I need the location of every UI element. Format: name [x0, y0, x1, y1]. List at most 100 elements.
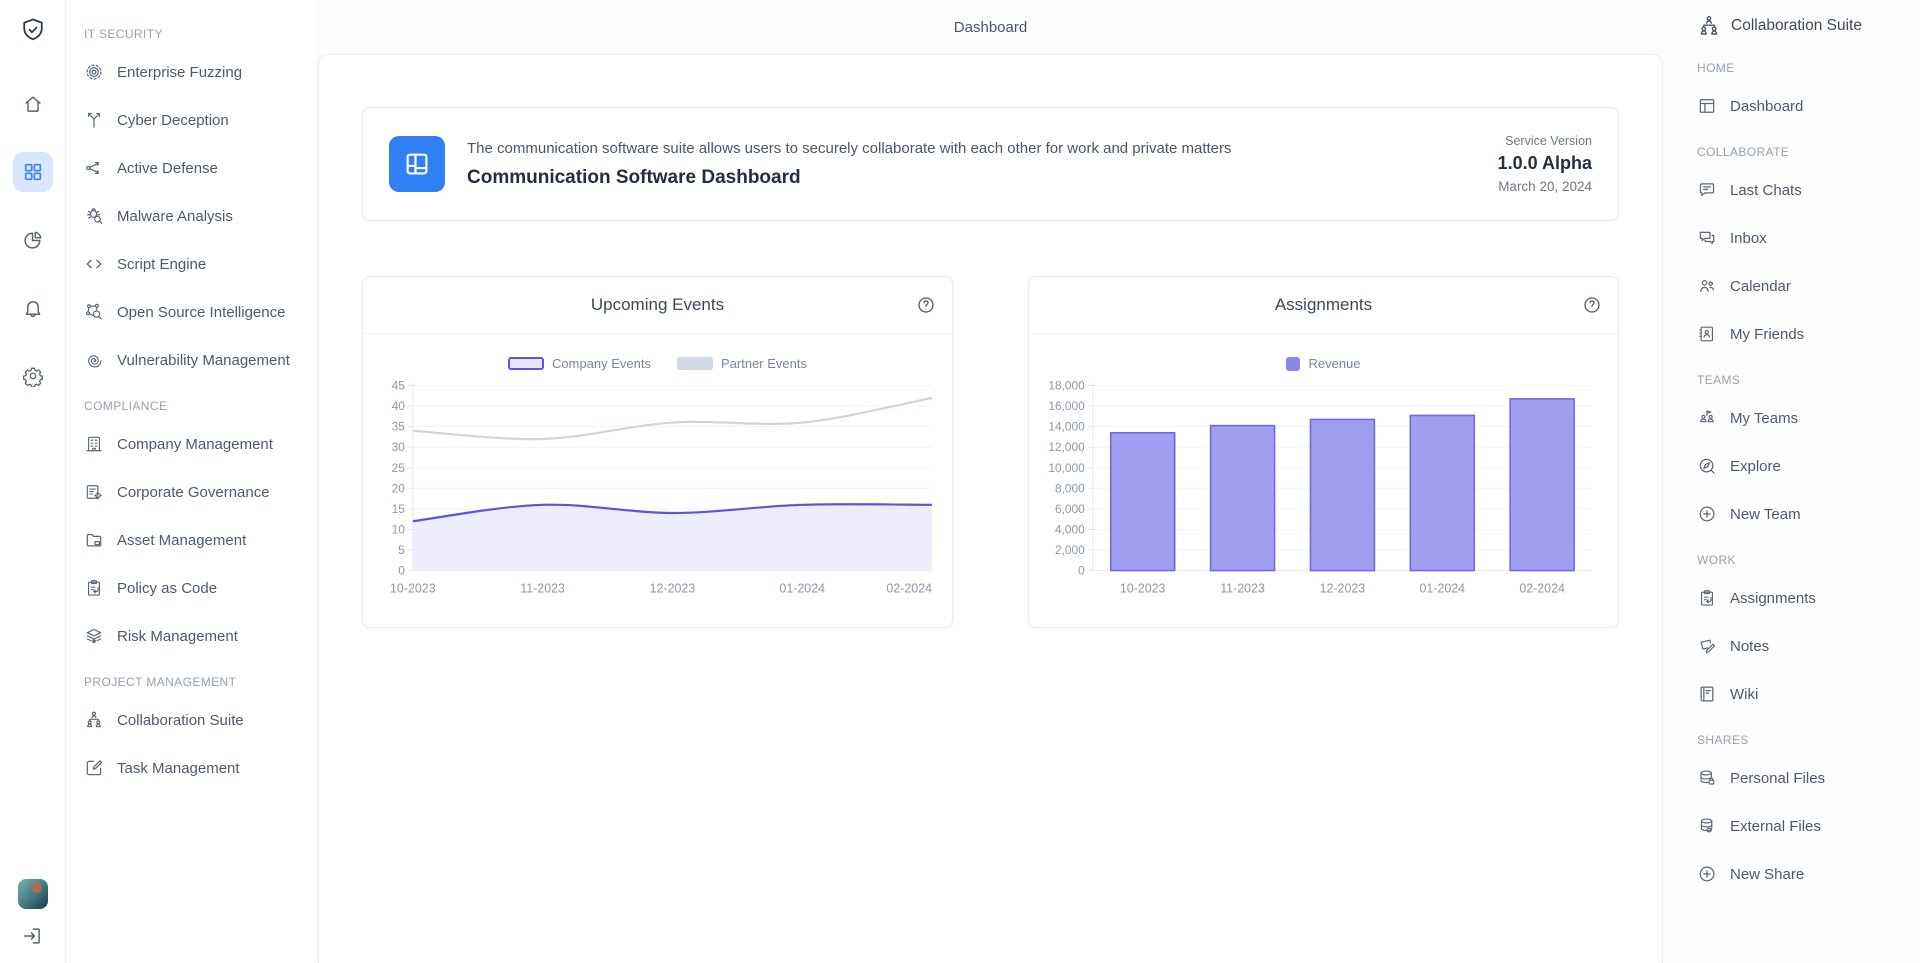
apps-button[interactable]: [12, 152, 53, 192]
clipboard-arrow-icon: [1697, 588, 1717, 608]
address-book-icon: [1697, 324, 1717, 344]
sidebar-item-personal-files[interactable]: Personal Files: [1697, 754, 1912, 802]
sidebar-item-company-management[interactable]: Company Management: [84, 420, 310, 468]
sidebar-item-explore[interactable]: Explore: [1697, 442, 1912, 490]
org-people-icon: [1697, 14, 1721, 38]
notifications-button[interactable]: [13, 288, 53, 328]
svg-text:12,000: 12,000: [1048, 440, 1085, 454]
menu-item-label: New Share: [1730, 865, 1805, 883]
section-title: PROJECT MANAGEMENT: [84, 675, 237, 689]
user-avatar[interactable]: [17, 879, 48, 909]
sidebar-item-inbox[interactable]: Inbox: [1697, 214, 1912, 262]
menu-item-label: My Teams: [1730, 409, 1799, 427]
analytics-button[interactable]: [13, 220, 53, 260]
sidebar-item-new-share[interactable]: New Share: [1697, 850, 1912, 898]
sidebar-item-vulnerability-management[interactable]: Vulnerability Management: [84, 336, 310, 384]
sidebar-item-last-chats[interactable]: Last Chats: [1697, 166, 1912, 214]
svg-text:10: 10: [392, 522, 406, 536]
assignments-card: Assignments Revenue 0 2,000 4,000 6,000 8,00…: [1028, 276, 1619, 628]
collaboration-suite-header[interactable]: Collaboration Suite: [1697, 14, 1912, 38]
chart-legend: Revenue: [1286, 356, 1361, 371]
legend-item-company-events[interactable]: Company Events: [508, 356, 651, 371]
sidebar-item-corporate-governance[interactable]: Corporate Governance: [84, 468, 310, 516]
legend-label: Company Events: [552, 356, 651, 371]
sidebar-item-assignments[interactable]: Assignments: [1697, 574, 1912, 622]
notebook-icon: [1697, 684, 1717, 704]
help-icon[interactable]: [916, 295, 936, 315]
help-icon[interactable]: [1582, 295, 1602, 315]
sidebar-item-script-engine[interactable]: Script Engine: [84, 240, 310, 288]
svg-text:30: 30: [392, 440, 406, 454]
menu-item-label: Malware Analysis: [117, 207, 233, 225]
menu-item-label: Asset Management: [117, 531, 247, 549]
sidebar-item-risk-management[interactable]: Risk Management: [84, 612, 310, 660]
sidebar-item-policy-as-code[interactable]: Policy as Code: [84, 564, 310, 612]
sidebar-item-cyber-deception[interactable]: Cyber Deception: [84, 96, 310, 144]
menu-item-label: New Team: [1730, 505, 1801, 523]
svg-text:12-2023: 12-2023: [650, 581, 696, 595]
main-area: Dashboard The communication software sui…: [318, 0, 1663, 963]
sidebar-item-enterprise-fuzzing[interactable]: Enterprise Fuzzing: [84, 48, 310, 96]
svg-text:45: 45: [392, 379, 406, 393]
sidebar-item-active-defense[interactable]: Active Defense: [84, 144, 310, 192]
sidebar-item-external-files[interactable]: External Files: [1697, 802, 1912, 850]
menu-item-label: Inbox: [1730, 229, 1767, 247]
svg-text:02-2024: 02-2024: [1519, 581, 1565, 595]
chart-title: Assignments: [1274, 295, 1373, 314]
sidebar-item-asset-management[interactable]: Asset Management: [84, 516, 310, 564]
menu-item-label: Cyber Deception: [117, 111, 229, 129]
menu-item-label: My Friends: [1730, 325, 1805, 343]
sidebar-item-open-source-intelligence[interactable]: Open Source Intelligence: [84, 288, 310, 336]
folder-icon: [84, 530, 104, 550]
page-header: Dashboard: [318, 0, 1663, 54]
plus-circle-icon: [1697, 504, 1717, 524]
legend-item-revenue[interactable]: Revenue: [1286, 356, 1361, 371]
sidebar-item-collaboration-suite[interactable]: Collaboration Suite: [84, 696, 310, 744]
sidebar-item-my-friends[interactable]: My Friends: [1697, 310, 1912, 358]
rail-nav: [12, 84, 53, 396]
app-logo[interactable]: [19, 16, 47, 44]
legend-item-partner-events[interactable]: Partner Events: [677, 356, 807, 371]
svg-text:20: 20: [392, 481, 406, 495]
svg-text:25: 25: [392, 461, 406, 475]
network-search-icon: [84, 302, 104, 322]
org-people-icon: [84, 710, 104, 730]
legend-label: Revenue: [1308, 356, 1361, 371]
menu-item-label: Risk Management: [117, 627, 238, 645]
menu-item-label: Notes: [1730, 637, 1770, 655]
sidebar-item-new-team[interactable]: New Team: [1697, 490, 1912, 538]
rail-bottom: [17, 879, 48, 949]
svg-text:01-2024: 01-2024: [779, 581, 825, 595]
svg-text:35: 35: [392, 420, 406, 434]
home-button[interactable]: [13, 84, 53, 124]
svg-text:2,000: 2,000: [1055, 543, 1085, 557]
compass-icon: [1697, 456, 1717, 476]
menu-item-label: Active Defense: [117, 159, 218, 177]
sidebar-item-my-teams[interactable]: My Teams: [1697, 394, 1912, 442]
svg-text:01-2024: 01-2024: [1419, 581, 1465, 595]
window-icon: [1697, 96, 1717, 116]
sidebar-item-notes[interactable]: Notes: [1697, 622, 1912, 670]
svg-text:5: 5: [398, 543, 405, 557]
section-title: COLLABORATE: [1697, 145, 1790, 159]
sidebar-item-dashboard[interactable]: Dashboard: [1697, 82, 1912, 130]
upcoming-events-card: Upcoming Events Company Events Partner Ev…: [362, 276, 953, 628]
chart-title: Upcoming Events: [590, 295, 725, 314]
svg-text:02-2024: 02-2024: [886, 581, 932, 595]
sidebar-item-malware-analysis[interactable]: Malware Analysis: [84, 192, 310, 240]
info-description: The communication software suite allows …: [467, 139, 1232, 157]
menu-item-label: Task Management: [117, 759, 240, 777]
menu-item-label: Last Chats: [1730, 181, 1802, 199]
section-title: WORK: [1697, 553, 1736, 567]
svg-text:4,000: 4,000: [1055, 522, 1085, 536]
sidebar-item-wiki[interactable]: Wiki: [1697, 670, 1912, 718]
logout-button[interactable]: [21, 925, 45, 949]
charts-row: Upcoming Events Company Events Partner Ev…: [362, 276, 1619, 628]
page-title: Dashboard: [953, 18, 1028, 36]
menu-item-label: Assignments: [1730, 589, 1816, 607]
settings-button[interactable]: [13, 356, 53, 396]
sidebar-item-task-management[interactable]: Task Management: [84, 744, 310, 792]
sidebar-item-calendar[interactable]: Calendar: [1697, 262, 1912, 310]
workflow-icon: [84, 158, 104, 178]
